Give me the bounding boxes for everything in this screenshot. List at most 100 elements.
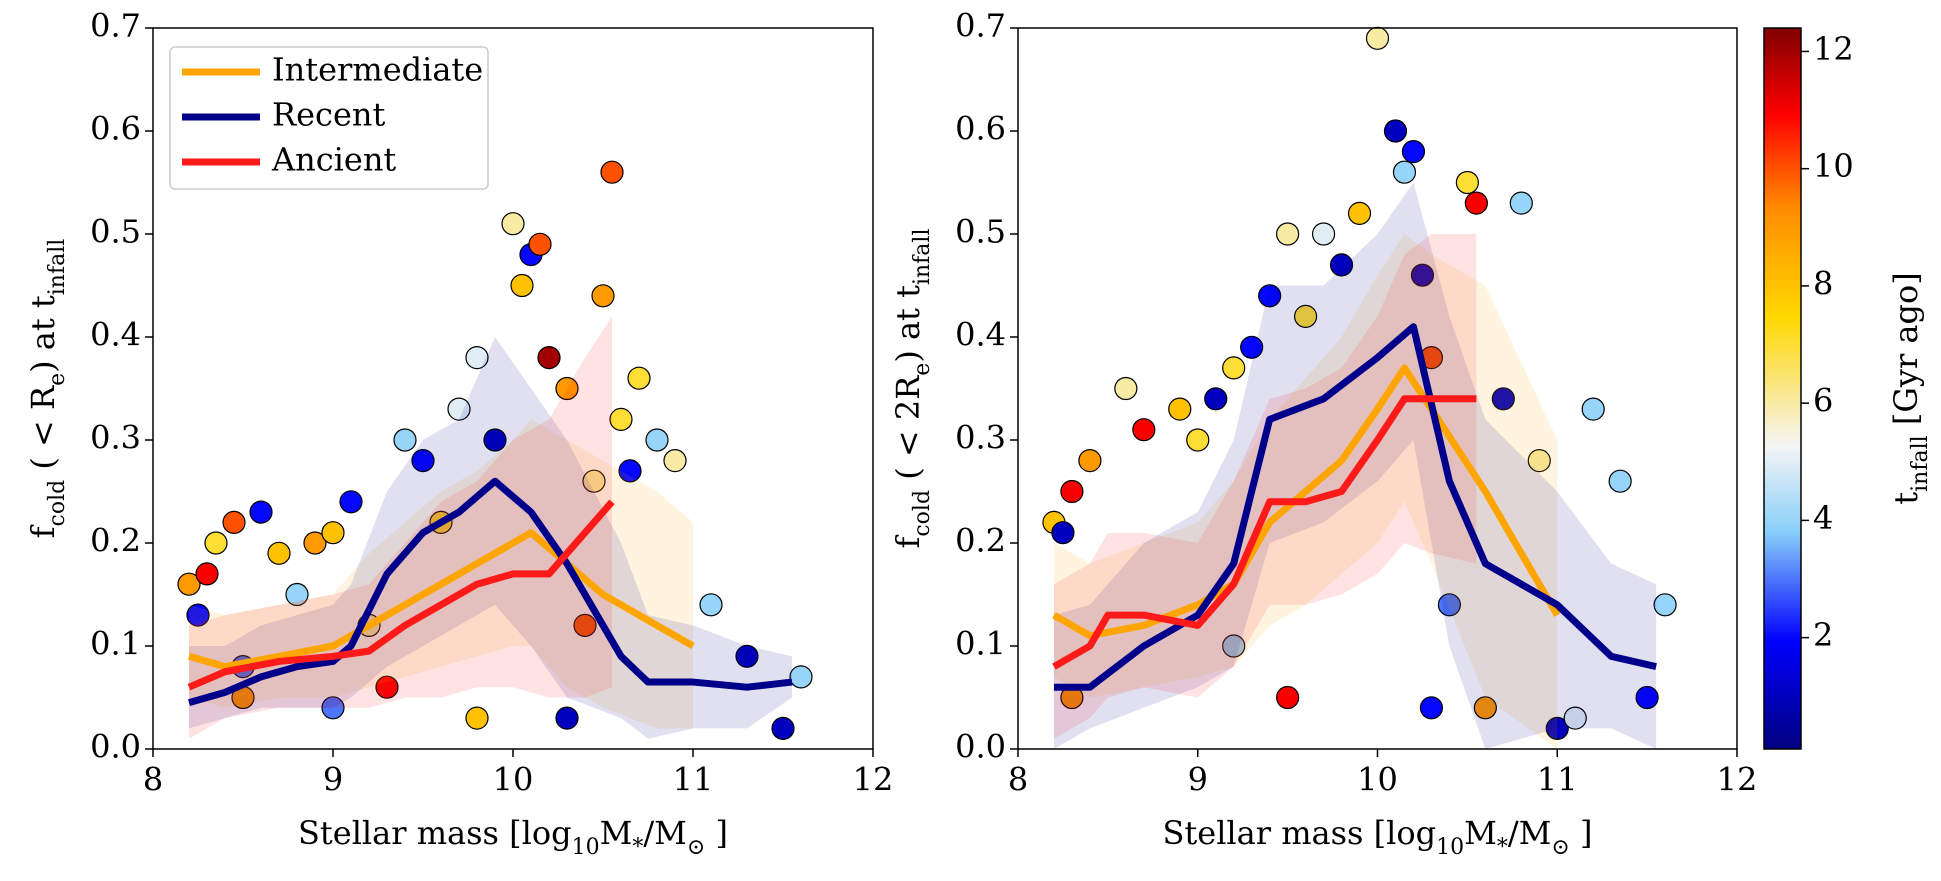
scatter-point	[321, 696, 345, 720]
scatter-point	[1276, 685, 1300, 710]
y-tick-label: 0.2	[90, 522, 141, 560]
scatter-point	[1258, 284, 1282, 308]
scatter-point	[618, 459, 642, 483]
scatter-point	[1392, 160, 1417, 184]
x-axis-label-part: *	[1497, 835, 1508, 860]
scatter-point	[1347, 201, 1372, 225]
scatter-point	[555, 376, 579, 401]
scatter-point	[1437, 593, 1462, 617]
y-axis-label-part: ( < 2R	[889, 375, 927, 490]
colorbar-tick-label: 12	[1813, 30, 1854, 68]
scatter-point	[663, 449, 687, 473]
colorbar	[1763, 27, 1802, 750]
median-line	[187, 499, 615, 691]
scatter-point	[339, 490, 363, 514]
x-axis-label-part: /M	[1508, 814, 1552, 852]
colorbar-label: tinfall [Gyr ago]	[1887, 272, 1933, 504]
scatter-point	[204, 531, 228, 555]
y-tick-label: 0.5	[955, 213, 1006, 251]
scatter-point	[1365, 26, 1390, 50]
scatter-point	[1527, 449, 1551, 473]
scatter-point	[537, 346, 561, 370]
median-line	[1052, 395, 1477, 670]
x-tick-label: 11	[673, 761, 714, 799]
y-axis-label-part: infall	[45, 239, 70, 296]
colorbar-tick-label: 4	[1813, 499, 1833, 537]
spread-band	[189, 316, 612, 739]
median-line	[188, 529, 695, 671]
scatter-point	[483, 428, 507, 452]
scatter-point	[528, 232, 552, 256]
colorbar-tick-label: 6	[1813, 382, 1833, 420]
colorbar-tick-label: 10	[1813, 147, 1854, 185]
legend: Intermediate Recent Ancient	[169, 46, 489, 190]
x-axis-label-part: /M	[643, 814, 687, 852]
x-axis-label-part: M	[1464, 814, 1497, 852]
x-axis-label-part: Stellar mass [log	[298, 814, 572, 852]
scatter-point	[1204, 387, 1228, 411]
x-axis-label-part: 10	[572, 835, 600, 860]
y-axis-label: fcold ( < 2Re) at tinfall	[889, 229, 935, 549]
scatter-point	[249, 500, 273, 524]
scatter-point	[267, 541, 291, 565]
scatter-point	[1132, 418, 1156, 442]
scatter-point	[375, 675, 399, 699]
scatter-point	[1455, 170, 1479, 195]
scatter-point	[1419, 696, 1444, 720]
y-tick-label: 0.1	[90, 625, 141, 663]
scatter-point	[600, 160, 624, 184]
legend-box	[169, 46, 489, 190]
colorbar-label-part: infall	[1908, 435, 1933, 492]
scatter-point	[321, 521, 345, 545]
y-tick-label: 0.0	[955, 728, 1006, 766]
y-axis-label-part: e	[910, 363, 935, 376]
y-tick-label: 0.4	[90, 316, 141, 354]
x-tick-label: 9	[323, 761, 343, 799]
scatter-point	[303, 531, 327, 555]
scatter-point	[555, 706, 579, 730]
y-axis-label-part: ) at t	[24, 295, 62, 373]
scatter-point	[1078, 449, 1102, 473]
y-tick-label: 0.1	[955, 625, 1006, 663]
x-axis-label-part: ]	[1570, 814, 1593, 852]
scatter-point	[1329, 253, 1354, 277]
x-axis-label-part: *	[632, 835, 643, 860]
scatter-point	[1293, 304, 1318, 328]
colorbar-label-part: [Gyr ago]	[1887, 272, 1925, 435]
y-tick-label: 0.6	[90, 110, 141, 148]
scatter-point	[645, 428, 669, 452]
scatter-point	[1311, 222, 1336, 246]
scatter-point	[1410, 263, 1435, 287]
scatter-point	[1635, 685, 1659, 710]
legend-label: Recent	[272, 96, 386, 134]
legend-label: Ancient	[271, 141, 396, 179]
x-tick-label: 12	[1717, 761, 1758, 799]
y-tick-label: 0.0	[90, 728, 141, 766]
scatter-point	[1276, 222, 1300, 246]
y-axis-label-part: ) at t	[889, 285, 927, 363]
scatter-point	[1581, 397, 1605, 421]
y-tick-label: 0.3	[955, 419, 1006, 457]
scatter-point	[1168, 397, 1192, 421]
scatter-point	[411, 449, 435, 473]
scatter-point	[1383, 119, 1408, 143]
scatter-point	[699, 593, 723, 617]
y-tick-label: 0.3	[90, 419, 141, 457]
y-axis-label-part: e	[45, 373, 70, 386]
scatter-point	[609, 407, 633, 431]
x-tick-label: 10	[493, 761, 534, 799]
y-tick-label: 0.5	[90, 213, 141, 251]
legend-label: Intermediate	[272, 51, 483, 89]
scatter-point	[735, 644, 759, 668]
y-tick-label: 0.2	[955, 522, 1006, 560]
scatter-point	[186, 603, 210, 627]
y-axis-label: fcold ( < Re) at tinfall	[24, 239, 70, 539]
colorbar-label-part: t	[1887, 492, 1925, 505]
scatter-point	[1051, 521, 1075, 545]
y-axis-label-part: ( < R	[24, 385, 62, 480]
scatter-point	[465, 706, 489, 730]
scatter-point	[771, 716, 795, 741]
scatter-point	[1545, 716, 1569, 741]
scatter-point	[1114, 376, 1138, 401]
